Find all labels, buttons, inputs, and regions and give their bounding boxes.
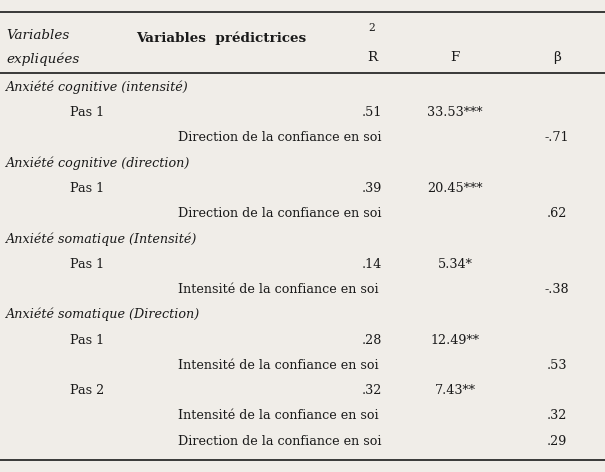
Text: Intensité de la confiance en soi: Intensité de la confiance en soi <box>178 409 379 422</box>
Text: Variables: Variables <box>6 29 70 42</box>
Text: Pas 1: Pas 1 <box>70 106 103 119</box>
Text: Pas 1: Pas 1 <box>70 182 103 195</box>
Text: β: β <box>552 51 561 64</box>
Text: Pas 2: Pas 2 <box>70 384 104 397</box>
Text: Variables  prédictrices: Variables prédictrices <box>136 31 306 44</box>
Text: -.71: -.71 <box>544 131 569 144</box>
Text: Anxiété cognitive (direction): Anxiété cognitive (direction) <box>6 156 191 170</box>
Text: expliquées: expliquées <box>6 52 79 66</box>
Text: F: F <box>450 51 460 64</box>
Text: Anxiété somatique (Intensité): Anxiété somatique (Intensité) <box>6 232 197 245</box>
Text: Intensité de la confiance en soi: Intensité de la confiance en soi <box>178 359 379 372</box>
Text: .14: .14 <box>362 258 382 270</box>
Text: Direction de la confiance en soi: Direction de la confiance en soi <box>178 131 382 144</box>
Text: .53: .53 <box>546 359 567 372</box>
Text: .32: .32 <box>546 409 567 422</box>
Text: .62: .62 <box>546 207 567 220</box>
Text: 12.49**: 12.49** <box>431 334 479 346</box>
Text: Anxiété somatique (Direction): Anxiété somatique (Direction) <box>6 308 200 321</box>
Text: R: R <box>367 51 377 64</box>
Text: Intensité de la confiance en soi: Intensité de la confiance en soi <box>178 283 379 296</box>
Text: Pas 1: Pas 1 <box>70 258 103 270</box>
Text: .29: .29 <box>546 435 567 448</box>
Text: .28: .28 <box>362 334 382 346</box>
Text: 20.45***: 20.45*** <box>427 182 483 195</box>
Text: .39: .39 <box>362 182 382 195</box>
Text: -.38: -.38 <box>544 283 569 296</box>
Text: .32: .32 <box>362 384 382 397</box>
Text: Pas 1: Pas 1 <box>70 334 103 346</box>
Text: 33.53***: 33.53*** <box>427 106 483 119</box>
Text: 2: 2 <box>368 23 376 34</box>
Text: Direction de la confiance en soi: Direction de la confiance en soi <box>178 207 382 220</box>
Text: 5.34*: 5.34* <box>437 258 473 270</box>
Text: .51: .51 <box>362 106 382 119</box>
Text: Direction de la confiance en soi: Direction de la confiance en soi <box>178 435 382 448</box>
Text: 7.43**: 7.43** <box>434 384 476 397</box>
Text: Anxiété cognitive (intensité): Anxiété cognitive (intensité) <box>6 80 189 94</box>
